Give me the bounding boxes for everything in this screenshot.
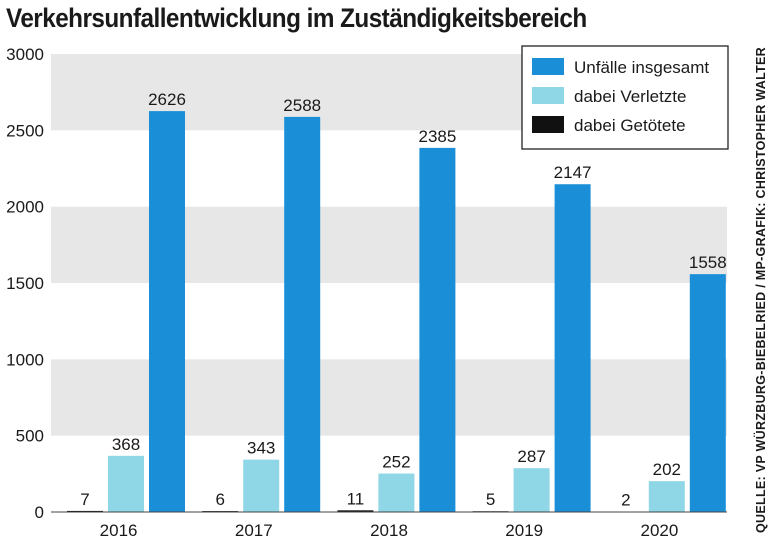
- y-tick-label: 1000: [6, 350, 44, 369]
- data-label-total-2020: 1558: [689, 253, 727, 272]
- bar-total-2016: [149, 111, 185, 512]
- bar-total-2020: [689, 274, 726, 512]
- bar-injured-2019: [513, 468, 550, 512]
- data-label-fatal-2016: 7: [80, 490, 89, 509]
- y-tick-label: 2000: [6, 198, 44, 217]
- bar-injured-2020: [648, 481, 685, 512]
- legend-label-total: Unfälle insgesamt: [574, 58, 709, 77]
- legend-swatch-total: [532, 58, 564, 75]
- bar-injured-2016: [108, 455, 144, 512]
- source-credit: QUELLE: VP WÜRZBURG-BIEBELRIED / MP-GRAF…: [754, 47, 768, 533]
- y-tick-label: 2500: [6, 121, 44, 140]
- bar-total-2019: [554, 184, 591, 512]
- legend-swatch-fatal: [532, 116, 564, 133]
- data-label-injured-2017: 343: [247, 439, 275, 458]
- x-tick-label: 2017: [235, 521, 273, 540]
- bars: [67, 111, 726, 512]
- data-label-fatal-2020: 2: [621, 491, 630, 510]
- y-tick-label: 1500: [6, 274, 44, 293]
- data-label-fatal-2017: 6: [215, 490, 224, 509]
- legend: Unfälle insgesamt dabei Verletzte dabei Ge…: [521, 45, 729, 150]
- y-axis-ticks: 0 500 1000 1500 2000 2500 3000: [6, 45, 44, 522]
- data-label-injured-2019: 287: [517, 447, 545, 466]
- legend-label-injured: dabei Verletzte: [574, 87, 686, 106]
- x-tick-label: 2019: [505, 521, 543, 540]
- data-label-injured-2020: 202: [653, 460, 681, 479]
- bar-total-2017: [284, 116, 321, 512]
- x-tick-label: 2016: [100, 521, 138, 540]
- legend-label-fatal: dabei Getötete: [574, 116, 686, 135]
- y-tick-label: 0: [35, 503, 44, 522]
- data-label-total-2016: 2626: [148, 90, 186, 109]
- data-label-injured-2018: 252: [382, 453, 410, 472]
- data-label-fatal-2019: 5: [486, 490, 495, 509]
- data-labels: 7 368 2626 6 343 2588 11 252 2385 5 287 2147 2 202 155…: [80, 90, 726, 510]
- data-label-total-2017: 2588: [283, 96, 321, 115]
- bar-fatal-2018: [337, 510, 374, 512]
- y-tick-label: 500: [16, 427, 44, 446]
- y-tick-label: 3000: [6, 45, 44, 64]
- data-label-injured-2016: 368: [112, 435, 140, 454]
- bar-injured-2017: [243, 459, 280, 512]
- data-label-fatal-2018: 11: [347, 489, 365, 508]
- data-label-total-2018: 2385: [418, 127, 456, 146]
- bar-total-2018: [419, 147, 456, 512]
- legend-swatch-injured: [532, 87, 564, 104]
- data-label-total-2019: 2147: [554, 163, 592, 182]
- bar-fatal-2016: [67, 510, 103, 512]
- chart-title: Verkehrsunfallentwicklung im Zuständigke…: [6, 3, 587, 33]
- bar-injured-2018: [378, 473, 415, 512]
- x-tick-label: 2018: [370, 521, 408, 540]
- x-tick-label: 2020: [640, 521, 678, 540]
- x-axis: 2016 2017 2018 2019 2020: [51, 511, 727, 540]
